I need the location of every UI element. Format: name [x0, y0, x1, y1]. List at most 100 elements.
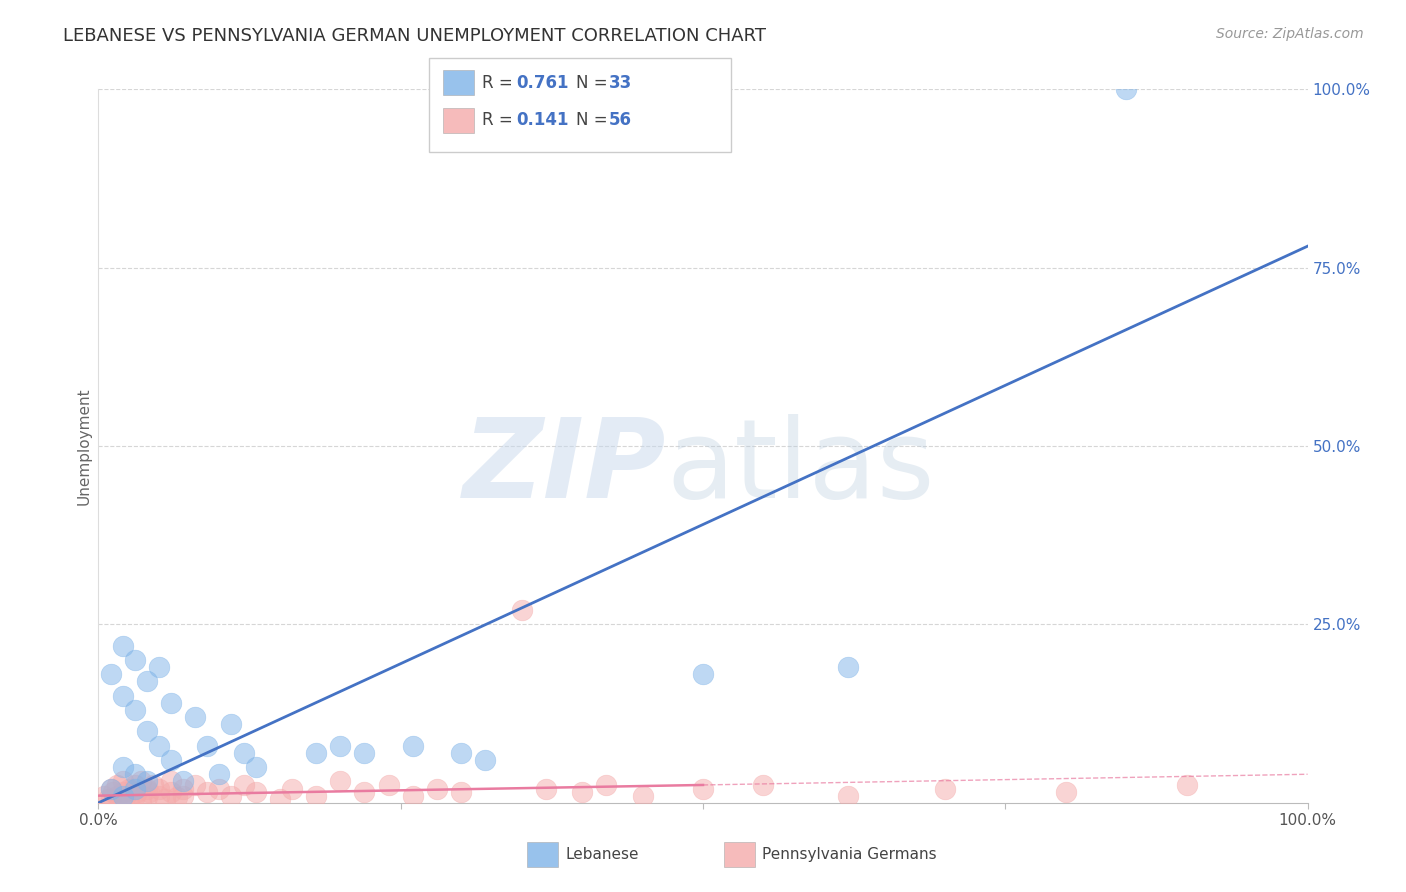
Point — [1115, 82, 1137, 96]
Point — [934, 781, 956, 796]
Point — [148, 789, 170, 803]
Point — [124, 789, 146, 803]
Text: LEBANESE VS PENNSYLVANIA GERMAN UNEMPLOYMENT CORRELATION CHART: LEBANESE VS PENNSYLVANIA GERMAN UNEMPLOY… — [63, 27, 766, 45]
Point — [160, 696, 183, 710]
Text: 33: 33 — [609, 74, 633, 92]
Point — [305, 746, 328, 760]
Point — [329, 774, 352, 789]
Point — [97, 792, 120, 806]
Text: R =: R = — [482, 74, 519, 92]
Point — [510, 603, 533, 617]
Point — [353, 746, 375, 760]
Text: N =: N = — [576, 112, 613, 129]
Point — [124, 778, 146, 792]
Point — [100, 781, 122, 796]
Point — [160, 774, 183, 789]
Point — [172, 774, 194, 789]
Point — [135, 774, 157, 789]
Point — [221, 789, 243, 803]
Point — [195, 739, 218, 753]
Point — [837, 789, 859, 803]
Point — [118, 781, 141, 796]
Point — [208, 781, 231, 796]
Point — [111, 785, 134, 799]
Y-axis label: Unemployment: Unemployment — [76, 387, 91, 505]
Point — [377, 778, 399, 792]
Point — [114, 790, 136, 805]
Text: atlas: atlas — [666, 414, 935, 521]
Point — [837, 660, 859, 674]
Point — [426, 781, 449, 796]
Point — [402, 789, 425, 803]
Point — [124, 653, 146, 667]
Point — [329, 739, 352, 753]
Point — [160, 753, 183, 767]
Point — [631, 789, 654, 803]
Text: 0.761: 0.761 — [516, 74, 568, 92]
Point — [172, 789, 194, 803]
Point — [105, 778, 128, 792]
Point — [135, 781, 157, 796]
Point — [450, 785, 472, 799]
Text: ZIP: ZIP — [463, 414, 666, 521]
Point — [221, 717, 243, 731]
Point — [166, 790, 188, 805]
Point — [595, 778, 617, 792]
Text: Source: ZipAtlas.com: Source: ZipAtlas.com — [1216, 27, 1364, 41]
Point — [148, 781, 170, 796]
Point — [148, 660, 170, 674]
Point — [281, 781, 304, 796]
Point — [135, 674, 157, 689]
Point — [232, 746, 254, 760]
Point — [172, 781, 194, 796]
Point — [245, 785, 267, 799]
Text: N =: N = — [576, 74, 613, 92]
Point — [111, 760, 134, 774]
Point — [245, 760, 267, 774]
Point — [105, 789, 128, 803]
Point — [752, 778, 775, 792]
Point — [100, 667, 122, 681]
Text: Pennsylvania Germans: Pennsylvania Germans — [762, 847, 936, 862]
Text: R =: R = — [482, 112, 519, 129]
Point — [474, 753, 496, 767]
Point — [118, 792, 141, 806]
Point — [160, 785, 183, 799]
Point — [692, 781, 714, 796]
Text: 56: 56 — [609, 112, 631, 129]
Point — [353, 785, 375, 799]
Point — [135, 724, 157, 739]
Point — [138, 785, 160, 799]
Point — [450, 746, 472, 760]
Point — [534, 781, 557, 796]
Point — [129, 774, 152, 789]
Point — [129, 792, 152, 806]
Point — [93, 789, 115, 803]
Point — [208, 767, 231, 781]
Point — [153, 792, 176, 806]
Point — [111, 789, 134, 803]
Point — [124, 781, 146, 796]
Text: 0.141: 0.141 — [516, 112, 568, 129]
Point — [101, 785, 124, 799]
Point — [100, 781, 122, 796]
Point — [124, 703, 146, 717]
Point — [111, 689, 134, 703]
Point — [100, 792, 122, 806]
Point — [142, 778, 165, 792]
Point — [184, 778, 207, 792]
Point — [692, 667, 714, 681]
Point — [305, 789, 328, 803]
Point — [148, 739, 170, 753]
Point — [571, 785, 593, 799]
Point — [232, 778, 254, 792]
Point — [127, 785, 149, 799]
Point — [195, 785, 218, 799]
Point — [111, 774, 134, 789]
Point — [124, 767, 146, 781]
Point — [269, 792, 291, 806]
Point — [111, 639, 134, 653]
Point — [184, 710, 207, 724]
Point — [108, 790, 131, 805]
Point — [1175, 778, 1198, 792]
